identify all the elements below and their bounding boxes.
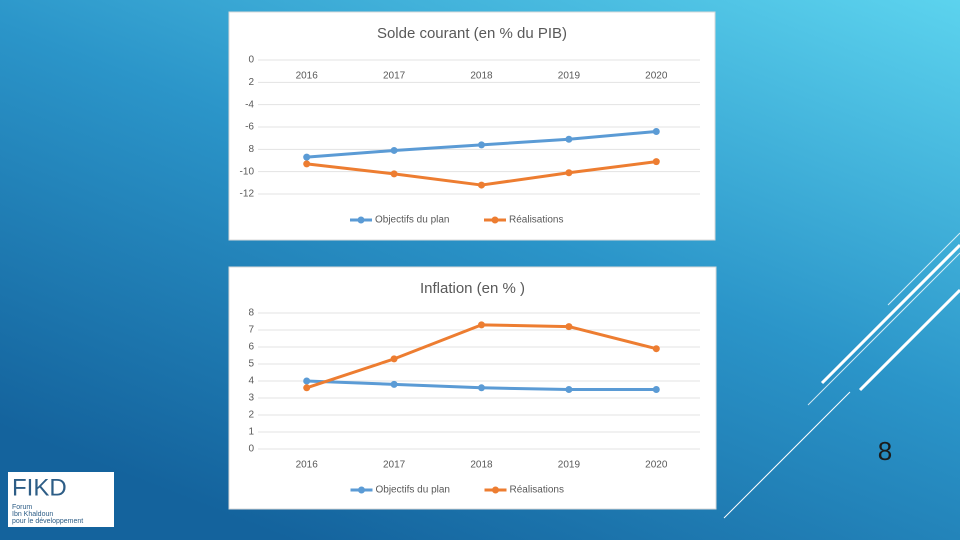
chart-frame [228,11,716,241]
logo: FIKD Forum Ibn Khaldoun pour le développ… [8,472,114,527]
point [303,160,311,168]
decor-lines [723,232,960,519]
point [652,386,660,393]
point [565,386,573,393]
y-tick-label: 0 [248,444,254,455]
point [478,141,485,149]
y-tick-label: 2 [248,77,254,88]
x-tick-label: 2016 [296,460,319,471]
point [390,146,398,154]
y-tick-label: 8 [248,308,254,319]
legend-label: Objectifs du plan [375,215,450,226]
logo-line: Forum [12,504,32,511]
point [478,384,485,392]
y-tick-label: 7 [248,325,254,336]
point [565,169,573,177]
point [390,170,398,178]
x-tick-label: 2020 [645,460,668,471]
point [652,345,660,353]
logo-box [8,472,114,527]
legend-label: Objectifs du plan [376,485,451,496]
legend-label: Réalisations [510,485,564,496]
chart-title: Inflation (en % ) [420,280,525,297]
point [565,323,573,331]
y-tick-label: 8 [248,144,254,155]
legend-marker [357,216,365,224]
x-tick-label: 2017 [383,71,406,82]
y-tick-label: -10 [240,166,255,177]
x-tick-label: 2016 [296,71,319,82]
point [565,135,573,143]
x-tick-label: 2018 [470,71,493,82]
point [390,380,398,388]
chart-title: Solde courant (en % du PIB) [377,25,567,42]
legend-marker [491,216,499,224]
point [303,377,311,385]
logo-line: pour le développement [12,518,83,525]
point [478,181,485,189]
slide-number: 8 [878,436,892,466]
y-tick-label: 0 [248,55,254,66]
point [652,127,660,135]
chart: Solde courant (en % du PIB) 0 2 -4 -6 8 -10 -12… [228,11,716,241]
y-tick-label: 2 [248,410,254,421]
point [390,355,398,363]
legend-label: Réalisations [509,215,563,226]
y-tick-label: 6 [248,342,254,353]
y-tick-label: 3 [248,393,254,404]
legend-marker [492,486,499,494]
x-tick-label: 2017 [383,460,406,471]
y-tick-label: -12 [240,189,255,200]
x-tick-label: 2019 [558,460,581,471]
point [303,153,311,161]
x-tick-label: 2020 [645,71,668,82]
legend-marker [358,486,365,494]
point [478,321,485,329]
y-tick-label: 5 [248,359,254,370]
x-tick-label: 2019 [558,71,581,82]
logo-mark: FIKD [12,474,67,501]
point [303,384,311,392]
y-tick-label: 1 [248,427,254,438]
y-tick-label: 4 [248,376,254,387]
x-tick-label: 2018 [470,460,493,471]
chart: Inflation (en % ) 0 1 2 3 4 5 6 7 8 2016 2017 2018 20… [228,266,717,510]
y-tick-label: -6 [245,122,254,133]
point [652,158,660,166]
y-tick-label: -4 [245,99,254,110]
logo-line: Ibn Khaldoun [12,511,53,518]
